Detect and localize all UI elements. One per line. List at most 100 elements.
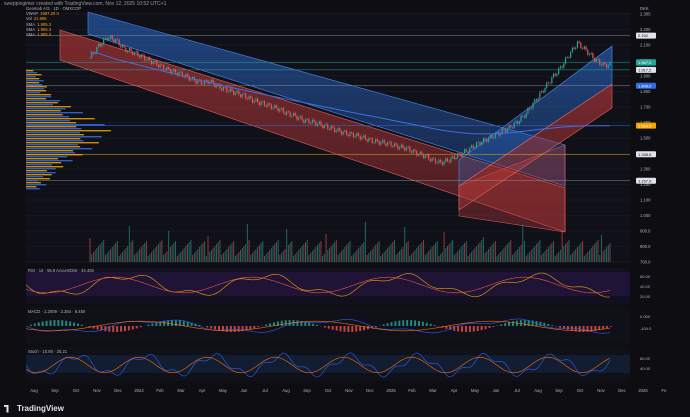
candle-body [404,147,406,151]
time-axis[interactable]: Aug Sep Oct Nov Dec 2024 Feb Mar Apr May Jun Jul Aug… [0,386,690,395]
candle-body [113,39,115,43]
candle-body [366,139,368,142]
candle-body [135,51,137,53]
volume-bar [508,242,510,262]
volume-bar [356,250,358,262]
candle-body [522,115,524,117]
x-tick-label: 2024 [134,388,144,393]
volume-bar [503,248,505,262]
macd-histogram-bar [323,326,326,328]
volume-profile-bar [26,188,40,190]
candle-body [354,136,356,138]
candle-body [380,142,382,145]
volume-bar [197,249,199,262]
volume-bar [262,241,264,262]
candle-body [168,67,170,70]
candle-body [438,159,440,163]
candle-body [316,123,319,126]
macd-histogram-bar [606,326,609,328]
macd-histogram-bar [245,326,248,331]
candle-body [515,121,517,123]
macd-histogram-bar [539,321,542,326]
volume-bar [163,255,165,262]
volume-bar [351,256,353,262]
volume-bar [397,253,399,262]
candle-body [219,84,221,89]
candle-body [246,98,248,100]
candle-body [499,133,502,136]
candle-body [103,38,105,45]
macd-histogram-bar [182,320,185,326]
candle-body [215,85,218,88]
candle-body [441,162,443,165]
volume-bar [539,240,541,262]
candle-body [407,146,409,148]
candle-body [400,144,402,148]
macd-histogram-bar [386,323,389,326]
macd-histogram-bar [225,326,228,332]
price-tag-text: 1.534,5 [638,123,652,128]
volume-profile-bar [26,108,66,110]
candle-body [227,91,230,93]
volume-profile-bar [26,118,95,120]
macd-histogram-bar [108,326,111,332]
macd-histogram-bar [76,323,79,326]
volume-bar [412,252,414,262]
candle-body [479,142,481,146]
candle-body [233,90,235,95]
macd-histogram-bar [445,326,448,329]
volume-bar [588,250,590,262]
price-axis[interactable]: DKK2.3002.2002.1002.0001.9001.8001.7001.… [630,0,690,395]
volume-bar [532,248,534,262]
volume-bar [573,251,575,262]
volume-bar [491,245,493,262]
volume-profile-bar [26,186,37,188]
candle-body [118,39,120,46]
candle-body [462,153,464,157]
volume-profile-bar [26,86,47,88]
candle-body [517,121,519,124]
red-channel-ascending [458,83,613,211]
candle-body [429,159,431,162]
candle-body [505,130,507,133]
volume-bar [470,252,472,262]
x-tick-label: Dec [618,388,625,393]
macd-histogram-bar [308,322,311,326]
macd-histogram-bar [276,321,279,326]
candle-body [395,143,397,146]
price-labels: 2.1521.969,51.967,01.917,21.808,01.534,5… [636,32,656,184]
candle-body [257,98,259,103]
price-tag-text: 1.808,0 [638,83,652,88]
volume-bar [520,245,522,262]
stoch-pane [25,352,611,378]
candle-body [231,88,233,91]
volume-bar [253,251,255,262]
macd-histogram-bar [512,321,515,326]
volume-bar [104,255,106,262]
macd-histogram-bar [464,326,467,332]
macd-histogram-bar [457,326,460,332]
volume-bar [378,241,380,262]
candle-body [323,124,325,128]
volume-bar [400,249,402,262]
volume-bar [597,240,599,262]
volume-bar [486,251,488,262]
candle-body [604,62,606,65]
y-tick-label: 800.0 [640,244,651,249]
macd-histogram-bar [33,323,36,326]
candle-body [433,158,435,159]
candle-body [204,80,206,85]
candle-body [580,42,582,49]
volume-bar [135,253,137,262]
macd-histogram-bar [304,321,307,326]
volume-profile-bar [26,112,83,114]
candle-body [609,62,611,66]
macd-histogram-bar [221,326,224,332]
macd-histogram-bar [355,326,358,332]
volume-bar [154,248,156,262]
volume-bar [330,246,332,262]
macd-histogram-bar [284,320,287,326]
macd-histogram-bar [327,326,330,329]
volume-profile-bar [26,164,52,166]
